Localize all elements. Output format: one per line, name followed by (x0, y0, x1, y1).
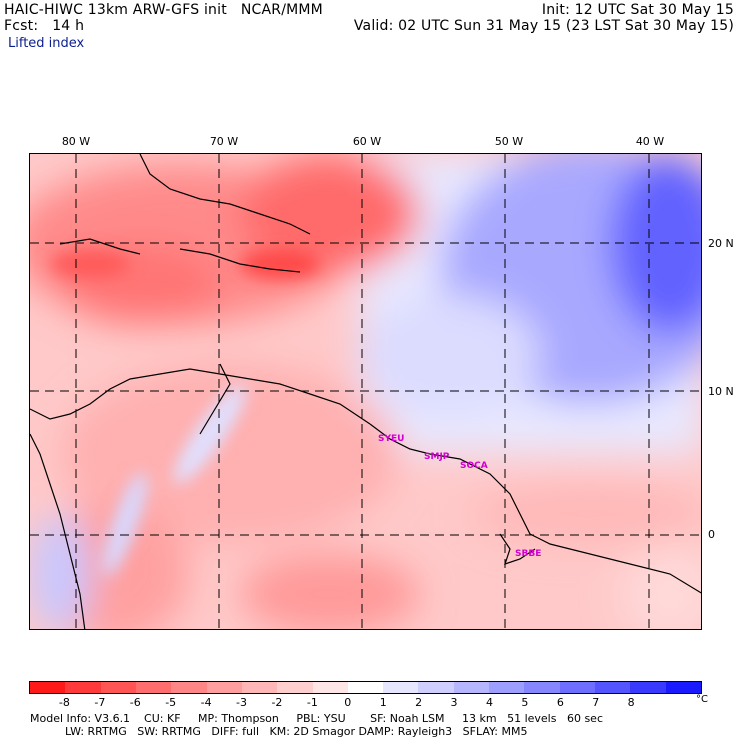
init-time: Init: 12 UTC Sat 30 May 15 (541, 2, 734, 18)
colorbar-swatch (383, 682, 419, 693)
colorbar-unit: °C (696, 694, 708, 705)
colorbar-tick-label: -3 (236, 696, 247, 709)
colorbar-swatch (453, 682, 490, 693)
field-name: Lifted index (8, 36, 85, 51)
colorbar-swatch (418, 682, 454, 693)
forecast-hour: Fcst: 14 h (4, 18, 85, 34)
colorbar-swatch (524, 682, 560, 693)
lat-label-20n: 20 N (708, 237, 734, 250)
colorbar-swatch (277, 682, 313, 693)
colorbar-swatch (595, 682, 631, 693)
colorbar-swatch (206, 682, 242, 693)
lifted-index-map: SYEU SMJP SOCA SBBE (29, 153, 702, 630)
model-info-line1: Model Info: V3.6.1 CU: KF MP: Thompson P… (30, 712, 603, 725)
colorbar-tick-label: -6 (129, 696, 141, 709)
colorbar-swatch (135, 682, 172, 693)
colorbar (29, 681, 702, 694)
colorbar-swatch (489, 682, 525, 693)
colorbar-tick-label: -8 (58, 696, 70, 709)
colorbar-tick-label: 7 (592, 696, 600, 709)
valid-time: Valid: 02 UTC Sun 31 May 15 (23 LST Sat … (353, 18, 734, 34)
site-label: SBBE (515, 549, 542, 559)
colorbar-tick-label: 6 (556, 696, 564, 709)
lon-label-80w: 80 W (61, 135, 91, 148)
colorbar-tick-label: -7 (94, 696, 106, 709)
colorbar-tick-label: -5 (165, 696, 177, 709)
colorbar-tick-label: 2 (415, 696, 423, 709)
colorbar-tick-label: 5 (521, 696, 529, 709)
lon-label-60w: 60 W (352, 135, 382, 148)
colorbar-swatch (171, 682, 207, 693)
site-label: SOCA (460, 461, 488, 471)
site-label: SMJP (424, 452, 450, 462)
lat-label-10n: 10 N (708, 385, 734, 398)
colorbar-swatch (559, 682, 595, 693)
colorbar-swatch (347, 682, 384, 693)
colorbar-tick-label: 0 (344, 696, 352, 709)
model-info-line2: LW: RRTMG SW: RRTMG DIFF: full KM: 2D Sm… (30, 725, 528, 738)
colorbar-tick-label: 8 (627, 696, 635, 709)
lat-label-0: 0 (708, 528, 715, 541)
colorbar-swatch (65, 682, 101, 693)
lon-label-70w: 70 W (209, 135, 239, 148)
colorbar-tick-label: 1 (379, 696, 387, 709)
colorbar-swatch (665, 682, 701, 693)
colorbar-tick-label: -2 (271, 696, 283, 709)
site-label: SYEU (378, 434, 405, 444)
colorbar-swatch (630, 682, 666, 693)
map-field-svg (30, 154, 701, 629)
colorbar-swatch (30, 682, 66, 693)
lon-label-50w: 50 W (494, 135, 524, 148)
colorbar-swatch (312, 682, 348, 693)
colorbar-swatch (100, 682, 136, 693)
colorbar-tick-label: 3 (450, 696, 458, 709)
colorbar-tick-label: 4 (485, 696, 493, 709)
colorbar-swatch (241, 682, 278, 693)
run-title: HAIC-HIWC 13km ARW-GFS init NCAR/MMM (4, 2, 323, 18)
colorbar-tick-label: -4 (200, 696, 212, 709)
lon-label-40w: 40 W (635, 135, 665, 148)
colorbar-tick-label: -1 (306, 696, 318, 709)
